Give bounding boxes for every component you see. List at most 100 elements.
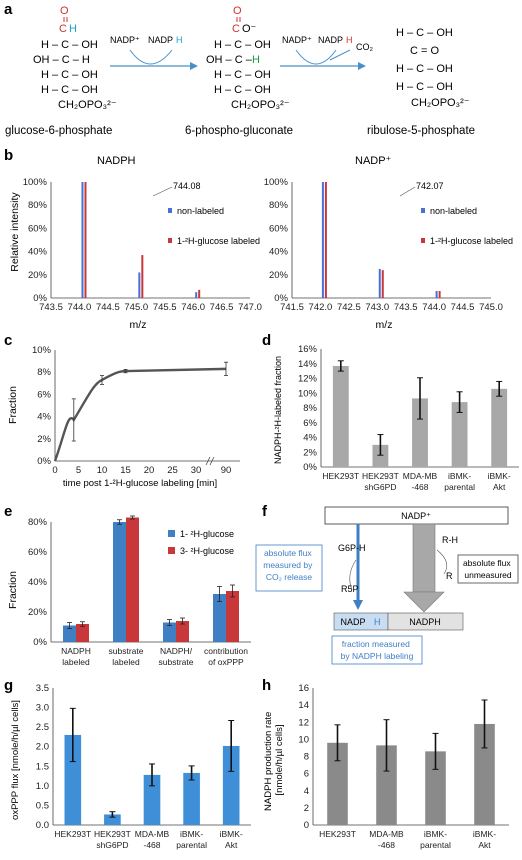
category-label: Akt [478,840,491,850]
h-plot: 0 2 4 6 8 10 12 14 16 HEK293T MDA-MB-468 iBMK-paren… [298,683,509,850]
category-label: MDA-MB [369,829,404,839]
f-box-measured [255,544,323,592]
y-tick-label: 8% [303,403,317,414]
pg-c: C [232,23,240,35]
bar [372,444,389,467]
b-right-legend: non-labeled 1-²H-glucose labeled [421,206,513,246]
y-tick-label: 0% [303,462,317,473]
y-tick-label: 40% [269,247,289,258]
r5p-line4: H – C – OH [396,81,453,93]
panel-d: d NADPH-²H-labeled fraction 0% 2% 4% 6% 8% 10… [262,332,519,492]
arrow1-nadph-b: H [176,35,183,45]
x-tick-label: 744.0 [68,302,92,313]
g6p-line5: H – C – OH [41,84,98,96]
x-tick-label: 5 [76,465,81,476]
y-tick-label: 4% [37,412,51,423]
x-tick-label: 743.5 [39,302,63,313]
category-label: HEK293T [94,829,131,839]
pg-o: O [233,5,242,17]
pg-structure: O C O⁻ H – C – OH OH – C – H H – C – OH … [185,5,293,137]
x-tick-label: 744.5 [451,302,475,313]
category-label: HEK293T [322,471,359,481]
y-tick-label: 0% [33,293,47,304]
bar [213,594,226,642]
x-tick-label: 90 [221,465,232,476]
y-tick-label: 1.0 [36,781,49,792]
x-tick-label: 30 [191,465,202,476]
reaction-arrow-2: NADP⁺ NADP H CO₂ [280,35,374,70]
panel-letter-h: h [262,677,271,694]
b-left-legend: non-labeled 1-²H-glucose labeled [168,206,260,246]
y-tick-label: 2% [37,434,51,445]
y-tick-label: 12% [298,374,318,385]
reaction-arrow-1: NADP⁺ NADP H [110,35,198,70]
category-label: contribution [204,646,248,656]
spectrum-bar [438,291,441,298]
bar [376,745,397,825]
x-tick-label: 745.0 [479,302,503,313]
y-tick-label: 80% [28,517,48,528]
arrow2-head [358,62,366,70]
y-tick-label: 40% [28,577,48,588]
category-label: -468 [378,840,395,850]
y-tick-label: 4% [303,433,317,444]
y-tick-label: 60% [269,223,289,234]
arrow1-head [190,62,198,70]
g6p-line4: H – C – OH [41,69,98,81]
b-left-leader [152,186,173,197]
b-right-leader [399,186,416,197]
y-tick-label: 0% [274,293,288,304]
y-tick-label: 6 [304,769,309,780]
panel-letter-a: a [4,1,13,18]
x-axis-break [205,456,211,466]
c-xlabel: time post 1-²H-glucose labeling [min] [63,478,217,489]
x-tick-label: 20 [144,465,155,476]
bar [183,772,200,825]
e-legend-swatch-1 [168,530,175,537]
arrow2-nadph-b: H [346,35,353,45]
category-label: labeled [62,657,90,667]
y-tick-label: 2.0 [36,742,49,753]
panel-b: b NADPH NADP⁺ Relative intensity m/z m/z… [4,147,513,331]
category-label: parental [420,840,451,850]
arrow1-nadp: NADP⁺ [110,35,140,45]
y-tick-label: 4 [304,786,309,797]
f-nadph-right: NADPH [409,617,441,627]
spectrum-bar [195,292,198,298]
y-tick-label: 20% [28,607,48,618]
category-label: labeled [112,657,140,667]
pg-line3: OH – C – [206,54,253,66]
f-box-measured-text: absolute flux measured by CO₂ release [263,548,315,582]
y-tick-label: 6% [37,389,51,400]
spectrum-bar [381,270,384,298]
d-plot: 0%2%4%6%8%10%12%14%16%HEK293T HEK293TshG6… [298,344,519,492]
category-label: HEK293T [54,829,91,839]
b-left-title: NADPH [97,155,136,167]
panel-h: h NADPH production rate [nmole/h/µl cell… [262,677,509,850]
c-plot: 0% 2% 4% 6% 8% 10% 0 5 10 15 20 25 30 90 [32,345,240,476]
arrow2-co2-curve [329,49,351,61]
panel-f: f NADP⁺ G6P-H R5P R-H R NADP H NADPH abs… [255,503,519,665]
y-tick-label: 14% [298,359,318,370]
x-tick-label: 742.5 [337,302,361,313]
category-label: iBMK- [488,471,511,481]
x-tick-label: 747.0 [238,302,262,313]
y-tick-label: 8% [37,367,51,378]
spectrum-bar [84,182,87,298]
g6p-h: H [69,23,77,35]
bar [64,734,82,825]
category-label: substrate [159,657,194,667]
category-label: Akt [493,482,506,492]
y-tick-label: 60% [28,223,48,234]
b-right-plot: 0% 20% 40% 60% 80% 100% 741.5 742.0 742.5 743.0 74… [264,177,503,313]
f-box-fraction [331,635,423,665]
panel-letter-f: f [262,503,268,520]
y-tick-label: 10% [298,388,318,399]
y-tick-label: 8 [304,752,309,763]
panel-letter-c: c [4,332,12,349]
panel-letter-b: b [4,147,13,164]
y-tick-label: 60% [28,547,48,558]
x-tick-label: 15 [120,465,131,476]
spectrum-bar [198,289,201,298]
